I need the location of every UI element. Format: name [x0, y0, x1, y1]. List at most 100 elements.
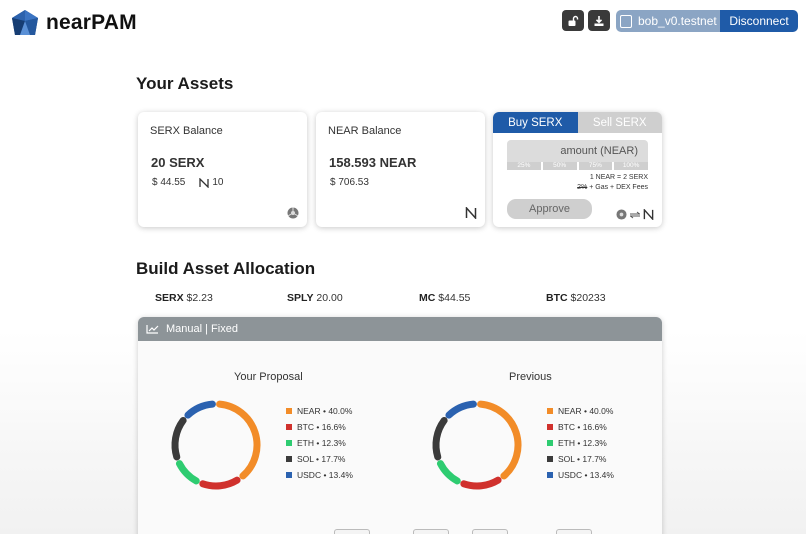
serx-near-value: 10: [212, 177, 224, 188]
previous-title: Previous: [509, 371, 552, 383]
pct-50-button[interactable]: 50%: [542, 162, 577, 170]
proposal-segment-near: [216, 400, 261, 480]
proposal-title: Your Proposal: [234, 371, 303, 383]
allocation-heading: Build Asset Allocation: [136, 259, 316, 278]
legend-item: BTC • 16.6%: [286, 419, 353, 435]
near-balance-title: NEAR Balance: [328, 125, 402, 137]
disconnect-button[interactable]: Disconnect: [720, 10, 798, 32]
allocation-panel: Manual | Fixed Your Proposal NEAR • 40.0…: [138, 317, 662, 534]
legend-label: SOL • 17.7%: [297, 454, 346, 464]
legend-label: USDC • 13.4%: [558, 470, 614, 480]
price-mc: MC $44.55: [419, 292, 470, 304]
chart-line-icon: [146, 325, 159, 334]
account-id: bob_v0.testnet: [638, 14, 717, 28]
bottom-control-1[interactable]: [334, 529, 370, 534]
legend-swatch: [547, 424, 553, 430]
previous-segment-usdc: [445, 400, 477, 419]
previous-segment-btc: [460, 476, 502, 490]
legend-item: ETH • 12.3%: [286, 435, 353, 451]
proposal-segment-eth: [175, 460, 200, 485]
price-symbol: SERX: [155, 292, 184, 304]
percent-buttons: 25% 50% 75% 100%: [507, 162, 648, 170]
legend-item: USDC • 13.4%: [547, 467, 614, 483]
account-button[interactable]: bob_v0.testnet: [616, 10, 720, 32]
near-logo-icon: [465, 207, 477, 219]
swap-tabs: Buy SERX Sell SERX: [493, 112, 662, 133]
swap-card: Buy SERX Sell SERX amount (NEAR) 25% 50%…: [493, 112, 662, 227]
near-usd-value: $ 706.53: [330, 177, 369, 188]
near-balance-card: NEAR Balance 158.593 NEAR $ 706.53: [316, 112, 485, 227]
price-symbol: MC: [419, 292, 436, 304]
near-balance-sub: $ 706.53: [330, 177, 369, 188]
proposal-donut-chart: [171, 400, 261, 490]
app-name: nearPAM: [46, 11, 137, 34]
serx-near-value-wrap: 10: [199, 177, 224, 188]
allocation-mode-header[interactable]: Manual | Fixed: [138, 317, 662, 341]
legend-swatch: [286, 472, 292, 478]
fee-percent: 2%: [577, 184, 588, 191]
proposal-segment-usdc: [184, 400, 216, 419]
price-btc: BTC $20233: [546, 292, 606, 304]
legend-item: SOL • 17.7%: [547, 451, 614, 467]
legend-label: USDC • 13.4%: [297, 470, 353, 480]
fee-info: 2% + Gas + DEX Fees: [577, 183, 648, 193]
legend-label: ETH • 12.3%: [297, 438, 346, 448]
serx-balance-card: SERX Balance 20 SERX $ 44.55 10: [138, 112, 307, 227]
near-balance-amount: 158.593 NEAR: [329, 155, 417, 170]
legend-label: BTC • 16.6%: [558, 422, 607, 432]
price-value: $20233: [570, 292, 606, 304]
price-value: 20.00: [316, 292, 343, 304]
pct-25-button[interactable]: 25%: [507, 162, 541, 170]
approve-button[interactable]: Approve: [507, 199, 592, 219]
pct-75-button[interactable]: 75%: [578, 162, 613, 170]
previous-segment-sol: [432, 416, 448, 461]
legend-item: ETH • 12.3%: [547, 435, 614, 451]
amount-input[interactable]: amount (NEAR): [507, 140, 648, 162]
proposal-segment-btc: [199, 476, 241, 490]
price-sply: SPLY 20.00: [287, 292, 343, 304]
tab-sell-serx[interactable]: Sell SERX: [577, 112, 662, 133]
previous-legend: NEAR • 40.0% BTC • 16.6% ETH • 12.3% SOL • …: [547, 403, 614, 483]
bottom-control-2[interactable]: [413, 529, 449, 534]
legend-label: NEAR • 40.0%: [297, 406, 353, 416]
download-button[interactable]: [588, 10, 610, 31]
previous-segment-near: [477, 400, 522, 480]
logo-icon: [12, 10, 38, 35]
legend-swatch: [286, 408, 292, 414]
logo[interactable]: nearPAM: [10, 9, 137, 37]
legend-swatch: [286, 424, 292, 430]
legend-item: NEAR • 40.0%: [547, 403, 614, 419]
bottom-control-4[interactable]: [556, 529, 592, 534]
unlock-icon: [568, 15, 579, 26]
price-symbol: SPLY: [287, 292, 314, 304]
assets-heading: Your Assets: [136, 74, 234, 93]
legend-item: SOL • 17.7%: [286, 451, 353, 467]
price-value: $2.23: [186, 292, 213, 304]
near-icon: [199, 177, 210, 188]
unlock-button[interactable]: [562, 10, 584, 31]
price-value: $44.55: [438, 292, 471, 304]
previous-donut-chart: [432, 400, 522, 490]
account-control: bob_v0.testnet Disconnect: [616, 10, 798, 32]
legend-swatch: [286, 456, 292, 462]
download-icon: [594, 15, 604, 26]
legend-item: USDC • 13.4%: [286, 467, 353, 483]
tab-buy-serx[interactable]: Buy SERX: [493, 112, 578, 133]
price-symbol: BTC: [546, 292, 568, 304]
wallet-icon: [620, 14, 632, 28]
legend-swatch: [547, 472, 553, 478]
legend-swatch: [547, 408, 553, 414]
legend-swatch: [286, 440, 292, 446]
bottom-control-3[interactable]: [472, 529, 508, 534]
pct-100-button[interactable]: 100%: [614, 162, 648, 170]
swap-rate-info: 1 NEAR = 2 SERX 2% + Gas + DEX Fees: [577, 173, 648, 193]
serx-balance-amount: 20 SERX: [151, 155, 205, 170]
top-bar: nearPAM bob_v0.testnet Disconnect: [0, 0, 806, 46]
serx-usd-value: $ 44.55: [152, 177, 186, 188]
previous-segment-eth: [436, 460, 461, 485]
legend-label: BTC • 16.6%: [297, 422, 346, 432]
legend-label: NEAR • 40.0%: [558, 406, 614, 416]
legend-item: BTC • 16.6%: [547, 419, 614, 435]
swap-direction-icons: [616, 209, 654, 220]
proposal-segment-sol: [171, 416, 187, 461]
